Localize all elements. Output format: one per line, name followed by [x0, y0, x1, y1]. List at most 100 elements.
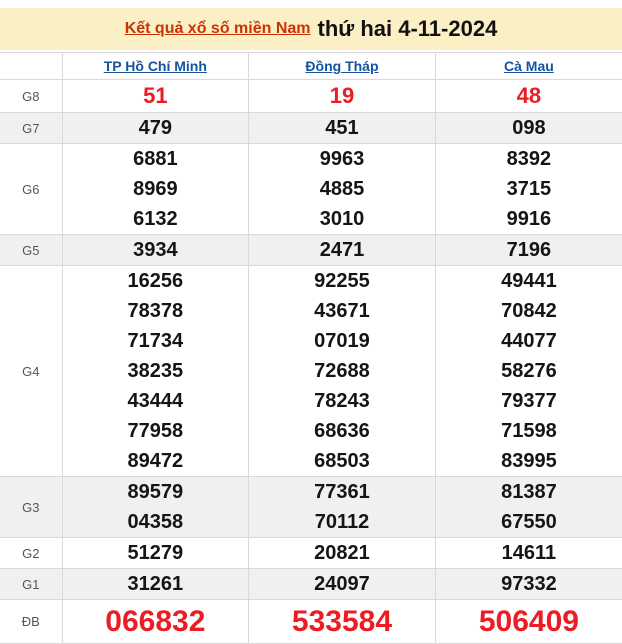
province-link-ca-mau[interactable]: Cà Mau — [504, 58, 554, 74]
prize-cell: 20821 — [248, 537, 436, 569]
prize-cell: 24097 — [248, 568, 436, 600]
prize-number: 49441 — [501, 270, 557, 292]
prize-number: 97332 — [501, 573, 557, 595]
table-row: G1 31261 24097 97332 — [0, 568, 622, 600]
prize-number: 9916 — [506, 208, 552, 230]
prize-number: 6881 — [133, 148, 178, 170]
prize-number: 83995 — [501, 450, 557, 472]
prize-number: 07019 — [314, 330, 370, 352]
prize-cell: 14611 — [434, 537, 622, 569]
results-table-body: G8 51 19 48 G7 479 451 098 G6 6881 8969 6132 9963 488… — [0, 79, 622, 644]
prize-number: 4885 — [319, 178, 365, 200]
prize-number: 14611 — [501, 542, 557, 564]
column-header-row: TP Hồ Chí Minh Đồng Tháp Cà Mau — [0, 52, 622, 80]
province-link-dong-thap[interactable]: Đồng Tháp — [305, 58, 379, 74]
column-header-tp-ho-chi-minh: TP Hồ Chí Minh — [61, 52, 250, 80]
prize-number: 79377 — [501, 390, 557, 412]
prize-number: 44077 — [501, 330, 557, 352]
prize-number: 68636 — [314, 420, 370, 442]
prize-cell: 451 — [248, 112, 436, 144]
table-row: G7 479 451 098 — [0, 112, 622, 144]
region-title-link[interactable]: Kết quả xổ số miền Nam — [124, 20, 311, 37]
prize-number: 89472 — [127, 450, 184, 472]
prize-number: 9963 — [319, 148, 365, 170]
prize-number: 6132 — [133, 208, 178, 230]
prize-number: 71598 — [501, 420, 557, 442]
prize-number: 3010 — [319, 208, 365, 230]
prize-label: ĐB — [0, 599, 63, 644]
prize-cell: 7196 — [434, 234, 622, 266]
prize-cell: 6881 8969 6132 — [61, 143, 250, 235]
prize-number: 16256 — [127, 270, 184, 292]
prize-label: G2 — [0, 537, 63, 569]
prize-number: 8392 — [506, 148, 552, 170]
column-header-ca-mau: Cà Mau — [434, 52, 622, 80]
prize-label: G4 — [0, 265, 63, 477]
prize-number: 479 — [138, 117, 173, 139]
prize-cell: 89579 04358 — [61, 476, 250, 538]
prize-cell: 8392 3715 9916 — [434, 143, 622, 235]
prize-label: G8 — [0, 79, 63, 113]
table-row: G8 51 19 48 — [0, 79, 622, 113]
prize-number: 3715 — [506, 178, 552, 200]
prize-number: 2471 — [319, 239, 365, 261]
prize-number: 77361 — [314, 481, 370, 503]
results-table: TP Hồ Chí Minh Đồng Tháp Cà Mau G8 51 19 48… — [0, 52, 622, 644]
prize-number: 43671 — [314, 300, 370, 322]
prize-number: 24097 — [314, 573, 370, 595]
prize-number: 098 — [512, 117, 546, 139]
table-row: G6 6881 8969 6132 9963 4885 3010 8392 3715 9916 — [0, 143, 622, 235]
prize-label-header — [0, 52, 63, 80]
prize-cell: 506409 — [434, 599, 622, 644]
prize-cell: 81387 67550 — [434, 476, 622, 538]
prize-cell: 16256 78378 71734 38235 43444 77958 89472 — [61, 265, 250, 477]
prize-number: 506409 — [478, 605, 579, 638]
table-row: G4 16256 78378 71734 38235 43444 77958 89472 922… — [0, 265, 622, 477]
prize-cell: 479 — [61, 112, 250, 144]
prize-cell: 51 — [61, 79, 250, 113]
prize-number: 066832 — [105, 605, 206, 638]
prize-number: 3934 — [133, 239, 178, 261]
page-title-bar: Kết quả xổ số miền Nam thứ hai 4-11-2024 — [0, 8, 622, 50]
prize-cell: 3934 — [61, 234, 250, 266]
prize-cell: 92255 43671 07019 72688 78243 68636 68503 — [248, 265, 436, 477]
prize-number: 8969 — [133, 178, 178, 200]
prize-number: 38235 — [127, 360, 184, 382]
prize-number: 70112 — [314, 511, 370, 533]
table-row: G2 51279 20821 14611 — [0, 537, 622, 569]
prize-cell: 098 — [434, 112, 622, 144]
prize-cell: 9963 4885 3010 — [248, 143, 436, 235]
prize-number: 89579 — [127, 481, 184, 503]
prize-number: 72688 — [314, 360, 370, 382]
prize-number: 7196 — [506, 239, 552, 261]
prize-number: 92255 — [314, 270, 370, 292]
table-row: G3 89579 04358 77361 70112 81387 67550 — [0, 476, 622, 538]
prize-label: G6 — [0, 143, 63, 235]
prize-number: 19 — [329, 83, 355, 108]
prize-number: 51 — [143, 83, 168, 108]
prize-number: 43444 — [127, 390, 184, 412]
prize-number: 70842 — [501, 300, 557, 322]
table-row: G5 3934 2471 7196 — [0, 234, 622, 266]
prize-cell: 48 — [434, 79, 622, 113]
prize-cell: 49441 70842 44077 58276 79377 71598 83995 — [434, 265, 622, 477]
lottery-results-page: Kết quả xổ số miền Nam thứ hai 4-11-2024… — [0, 8, 622, 644]
prize-number: 31261 — [127, 573, 184, 595]
prize-label: G7 — [0, 112, 63, 144]
prize-cell: 31261 — [61, 568, 250, 600]
prize-number: 77958 — [127, 420, 184, 442]
prize-cell: 2471 — [248, 234, 436, 266]
prize-number: 48 — [516, 83, 542, 108]
prize-number: 533584 — [291, 605, 393, 638]
prize-number: 78243 — [314, 390, 370, 412]
prize-number: 20821 — [314, 542, 370, 564]
prize-number: 04358 — [127, 511, 184, 533]
prize-number: 51279 — [127, 542, 184, 564]
column-header-dong-thap: Đồng Tháp — [248, 52, 436, 80]
prize-number: 71734 — [127, 330, 184, 352]
province-link-tp-ho-chi-minh[interactable]: TP Hồ Chí Minh — [103, 58, 207, 74]
prize-number: 58276 — [501, 360, 557, 382]
prize-label: G1 — [0, 568, 63, 600]
prize-cell: 97332 — [434, 568, 622, 600]
prize-cell: 77361 70112 — [248, 476, 436, 538]
